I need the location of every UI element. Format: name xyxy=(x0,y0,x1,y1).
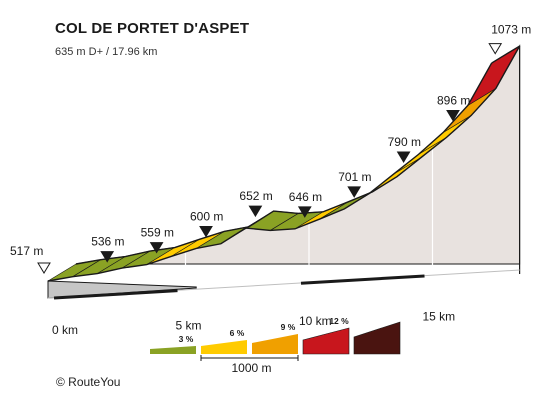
elevation-label: 559 m xyxy=(141,226,174,240)
elevation-marker xyxy=(446,109,460,122)
start-marker xyxy=(37,262,51,274)
profile-front-edge xyxy=(47,62,493,282)
elevation-label: 701 m xyxy=(338,170,371,184)
chart-title: COL DE PORTET D'ASPET xyxy=(55,20,250,37)
elevation-label: 790 m xyxy=(388,135,421,149)
legend-swatch xyxy=(302,327,350,355)
copyright-notice: © RouteYou xyxy=(56,375,121,389)
legend-swatch xyxy=(252,334,298,354)
elevation-label: 652 m xyxy=(239,189,272,203)
elevation-label: 536 m xyxy=(91,235,124,249)
profile-summit-edge xyxy=(491,45,520,64)
legend-swatch xyxy=(353,321,401,355)
distance-scale-bar xyxy=(300,274,425,285)
elevation-marker xyxy=(396,151,411,164)
profile-back-edge xyxy=(75,45,521,265)
distance-scale-bar xyxy=(53,289,178,300)
legend-grade-label: 9 % xyxy=(281,322,296,332)
summit-elevation-label: 1073 m xyxy=(491,23,531,37)
elevation-label: 896 m xyxy=(437,93,470,107)
elevation-marker xyxy=(297,206,312,218)
elevation-marker xyxy=(199,226,213,238)
elevation-marker xyxy=(149,242,164,254)
legend-grade-label: 3 % xyxy=(179,334,194,344)
summit-marker xyxy=(488,43,503,55)
elevation-marker xyxy=(100,251,115,263)
elevation-marker xyxy=(248,205,263,218)
legend-swatch xyxy=(150,346,196,354)
distance-tick-label: 0 km xyxy=(52,323,78,337)
distance-tick-label: 10 km xyxy=(299,314,332,328)
elevation-marker xyxy=(347,186,362,198)
distance-tick-label: 5 km xyxy=(176,319,202,333)
legend-grade-label: 6 % xyxy=(230,328,245,338)
chart-subtitle: 635 m D+ / 17.96 km xyxy=(55,46,158,58)
elevation-label: 646 m xyxy=(289,190,322,204)
profile-base-front xyxy=(47,280,197,299)
start-elevation-label: 517 m xyxy=(10,244,43,258)
legend-swatch xyxy=(201,340,247,354)
elevation-label: 600 m xyxy=(190,210,223,224)
legend-grade-label: 12 % xyxy=(329,316,349,326)
distance-tick-label: 15 km xyxy=(423,310,456,324)
legend-scale-label: 1000 m xyxy=(231,361,271,375)
